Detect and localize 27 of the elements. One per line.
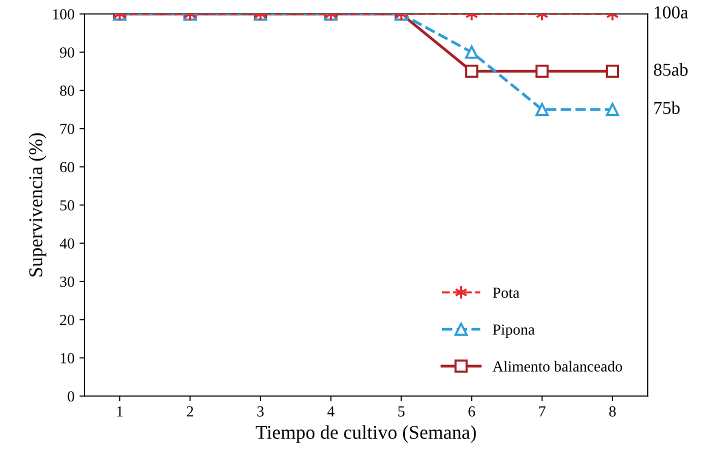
y-tick-label: 0 — [68, 391, 74, 402]
legend-label: Pipona — [492, 324, 535, 338]
x-tick-label: 4 — [327, 406, 334, 416]
x-tick-label: 7 — [539, 406, 546, 416]
annotation: 75b — [654, 101, 680, 114]
y-tick-label: 100 — [53, 9, 74, 20]
y-tick-label: 90 — [60, 47, 74, 58]
legend-label: Alimento balanceado — [492, 360, 622, 372]
annotation: 85ab — [654, 63, 688, 76]
y-axis-title: Supervivencia (%) — [28, 133, 46, 276]
x-tick-label: 5 — [398, 406, 405, 417]
annotation: 100a — [654, 6, 688, 18]
y-tick-label: 80 — [60, 86, 74, 96]
x-tick-label: 2 — [186, 406, 194, 416]
x-axis-title: Tiempo de cultivo (Semana) — [256, 425, 476, 443]
y-tick-label: 60 — [60, 162, 74, 172]
x-tick-label: 3 — [257, 406, 264, 417]
y-tick-label: 50 — [60, 200, 74, 210]
y-tick-label: 30 — [60, 276, 74, 287]
x-tick-label: 6 — [468, 406, 476, 417]
y-tick-label: 20 — [60, 314, 74, 326]
legend-label: Pota — [492, 288, 520, 298]
x-tick-label: 1 — [117, 406, 123, 416]
y-tick-label: 10 — [60, 353, 74, 364]
y-tick-label: 40 — [60, 238, 74, 249]
y-tick-label: 70 — [60, 124, 74, 134]
x-tick-label: 8 — [609, 406, 616, 417]
